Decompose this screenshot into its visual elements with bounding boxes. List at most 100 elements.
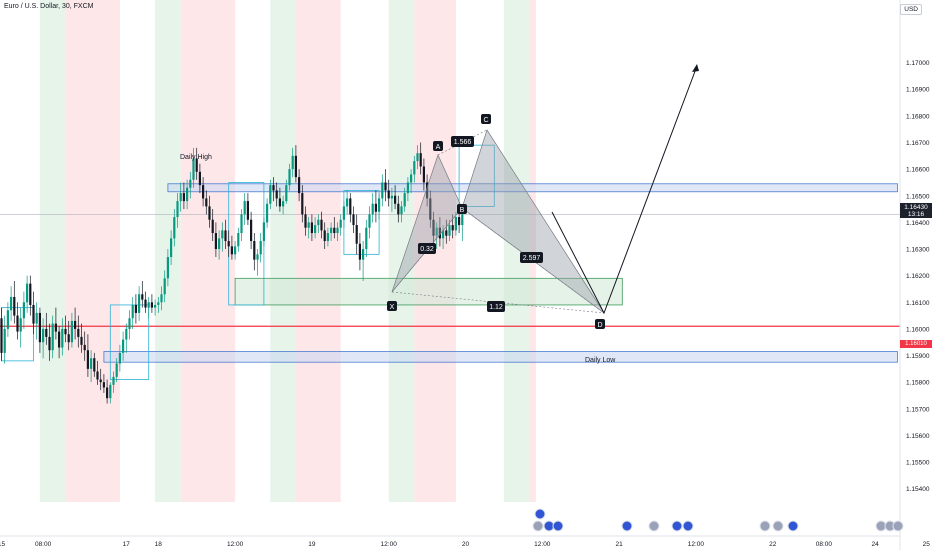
candle-body (202, 185, 205, 199)
candle-body (86, 350, 89, 369)
daily-low-zone (103, 351, 898, 363)
asia-session-band (503, 0, 530, 502)
price-tick-label: 1.15700 (906, 406, 930, 413)
candle-body (285, 185, 288, 202)
projection-arrowhead (692, 64, 699, 72)
point-a-badge: A (433, 141, 443, 151)
economic-event-icon[interactable] (621, 520, 633, 532)
price-tick-label: 1.15500 (906, 460, 930, 467)
range-box (109, 304, 150, 380)
candle-body (278, 198, 281, 207)
chart-grid (0, 214, 900, 327)
time-tick-label: 21 (615, 541, 623, 548)
candle-body (413, 161, 416, 175)
svg-text:0.32: 0.32 (420, 246, 434, 253)
countdown-value: 13:16 (907, 211, 925, 218)
candle-body (403, 193, 406, 207)
candle-body (272, 185, 275, 191)
candle-body (90, 358, 93, 369)
price-tick-label: 1.15900 (906, 353, 930, 360)
candle-body (112, 376, 115, 385)
candle-body (48, 336, 51, 351)
ratio-xd-badge: 1.12 (487, 301, 505, 312)
ratio-ac-badge: 1.566 (451, 136, 474, 147)
candle-body (64, 328, 67, 335)
point-d-badge: D (595, 319, 605, 329)
candle-body (102, 382, 105, 388)
candle-body (67, 334, 70, 343)
candle-body (0, 318, 3, 353)
candle-body (243, 201, 246, 215)
economic-event-icon[interactable] (682, 520, 694, 532)
candle-body (342, 206, 345, 220)
economic-event-icon[interactable] (532, 520, 544, 532)
candle-body (221, 230, 224, 239)
candle-body (211, 219, 214, 234)
candle-body (250, 219, 253, 242)
candle-body (29, 283, 32, 305)
candle-body (42, 328, 45, 343)
candle-body (234, 246, 237, 255)
candle-body (224, 230, 227, 242)
candle-body (384, 182, 387, 191)
economic-event-icon[interactable] (648, 520, 660, 532)
economic-event-icon[interactable] (534, 508, 546, 520)
candle-body (189, 179, 192, 188)
candle-body (173, 217, 176, 239)
pattern-ac-line (437, 129, 488, 156)
price-tick-label: 1.15400 (906, 486, 930, 493)
candle-body (333, 227, 336, 234)
price-tick-label: 1.16000 (906, 326, 930, 333)
candle-body (138, 294, 141, 313)
candle-body (106, 387, 109, 399)
time-tick-label: 12:00 (688, 541, 705, 548)
candle-body (301, 193, 304, 215)
candle-body (214, 233, 217, 250)
economic-event-icon[interactable] (671, 520, 683, 532)
time-tick-label: 08:00 (35, 541, 52, 548)
symbol-title[interactable]: Euro / U.S. Dollar, 30, FXCM (4, 3, 94, 10)
reference-price-tag: 1.16010 (900, 340, 932, 348)
range-box (343, 190, 380, 255)
time-tick-label: 08:00 (816, 541, 833, 548)
candle-body (262, 222, 265, 242)
candle-body (298, 177, 301, 194)
candle-body (32, 304, 35, 324)
candle-body (77, 328, 80, 337)
candle-body (154, 304, 157, 308)
economic-event-icon[interactable] (552, 520, 564, 532)
candle-body (74, 320, 77, 329)
time-axis[interactable]: 15 08:00 17 18 12:00 19 12:00 20 12:00 21 12:00 22 0… (0, 535, 932, 548)
economic-event-icon[interactable] (892, 520, 904, 532)
price-axis[interactable]: 1.17000 1.16900 1.16800 1.16700 1.16600 1.165… (899, 0, 930, 550)
range-box (458, 144, 495, 207)
svg-text:D: D (597, 322, 602, 329)
price-tick-label: 1.16800 (906, 113, 930, 120)
candle-body (144, 299, 147, 308)
candle-body (70, 320, 73, 343)
candle-body (371, 203, 374, 215)
candle-body (266, 203, 269, 223)
economic-event-icon[interactable] (759, 520, 771, 532)
currency-button[interactable]: USD (900, 4, 922, 15)
candle-body (346, 198, 349, 207)
candle-body (323, 230, 326, 242)
candle-body (253, 241, 256, 260)
candle-body (304, 214, 307, 228)
candle-body (368, 214, 371, 228)
candle-body (61, 328, 64, 348)
candle-body (19, 318, 22, 332)
candle-body (317, 219, 320, 226)
candle-body (294, 155, 297, 178)
economic-event-icon[interactable] (772, 520, 784, 532)
candle-body (96, 371, 99, 380)
candle-body (310, 222, 313, 234)
svg-text:2.597: 2.597 (523, 255, 541, 262)
economic-event-icon[interactable] (787, 520, 799, 532)
london-session-band (529, 0, 536, 502)
candle-body (374, 203, 377, 212)
daily-low-label: Daily Low (585, 357, 616, 364)
candle-body (122, 339, 125, 353)
candle-body (416, 153, 419, 162)
